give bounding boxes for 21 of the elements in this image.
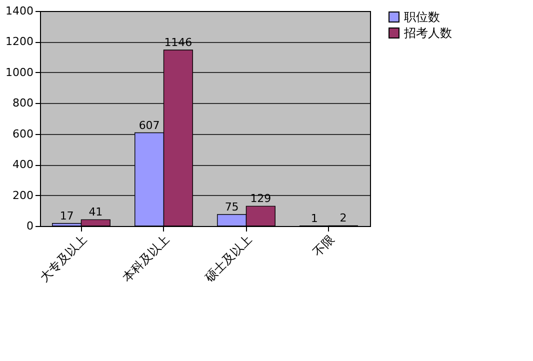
legend-label: 招考人数 <box>403 26 452 40</box>
data-label: 1 <box>310 212 318 225</box>
x-tick-label: 大专及以上 <box>37 232 90 284</box>
y-tick-label: 1000 <box>6 66 34 79</box>
y-tick-label: 800 <box>12 96 34 110</box>
legend-label: 职位数 <box>404 10 440 24</box>
y-tick-label: 400 <box>12 158 34 172</box>
data-label: 607 <box>138 118 160 132</box>
y-tick-label: 0 <box>26 220 34 232</box>
x-tick-label: 不限 <box>310 232 338 259</box>
data-label: 129 <box>250 192 272 206</box>
x-tick-label: 本科及以上 <box>120 232 172 284</box>
data-label: 75 <box>224 200 239 214</box>
data-label: 17 <box>60 209 74 222</box>
data-label: 41 <box>88 206 103 219</box>
y-tick-label: 1200 <box>6 35 34 48</box>
y-tick-label: 1400 <box>6 4 34 18</box>
y-tick-label: 600 <box>12 127 34 140</box>
data-label: 2 <box>340 212 347 225</box>
y-tick-label: 200 <box>12 188 34 202</box>
x-tick-label: 硕士及以上 <box>202 232 255 286</box>
